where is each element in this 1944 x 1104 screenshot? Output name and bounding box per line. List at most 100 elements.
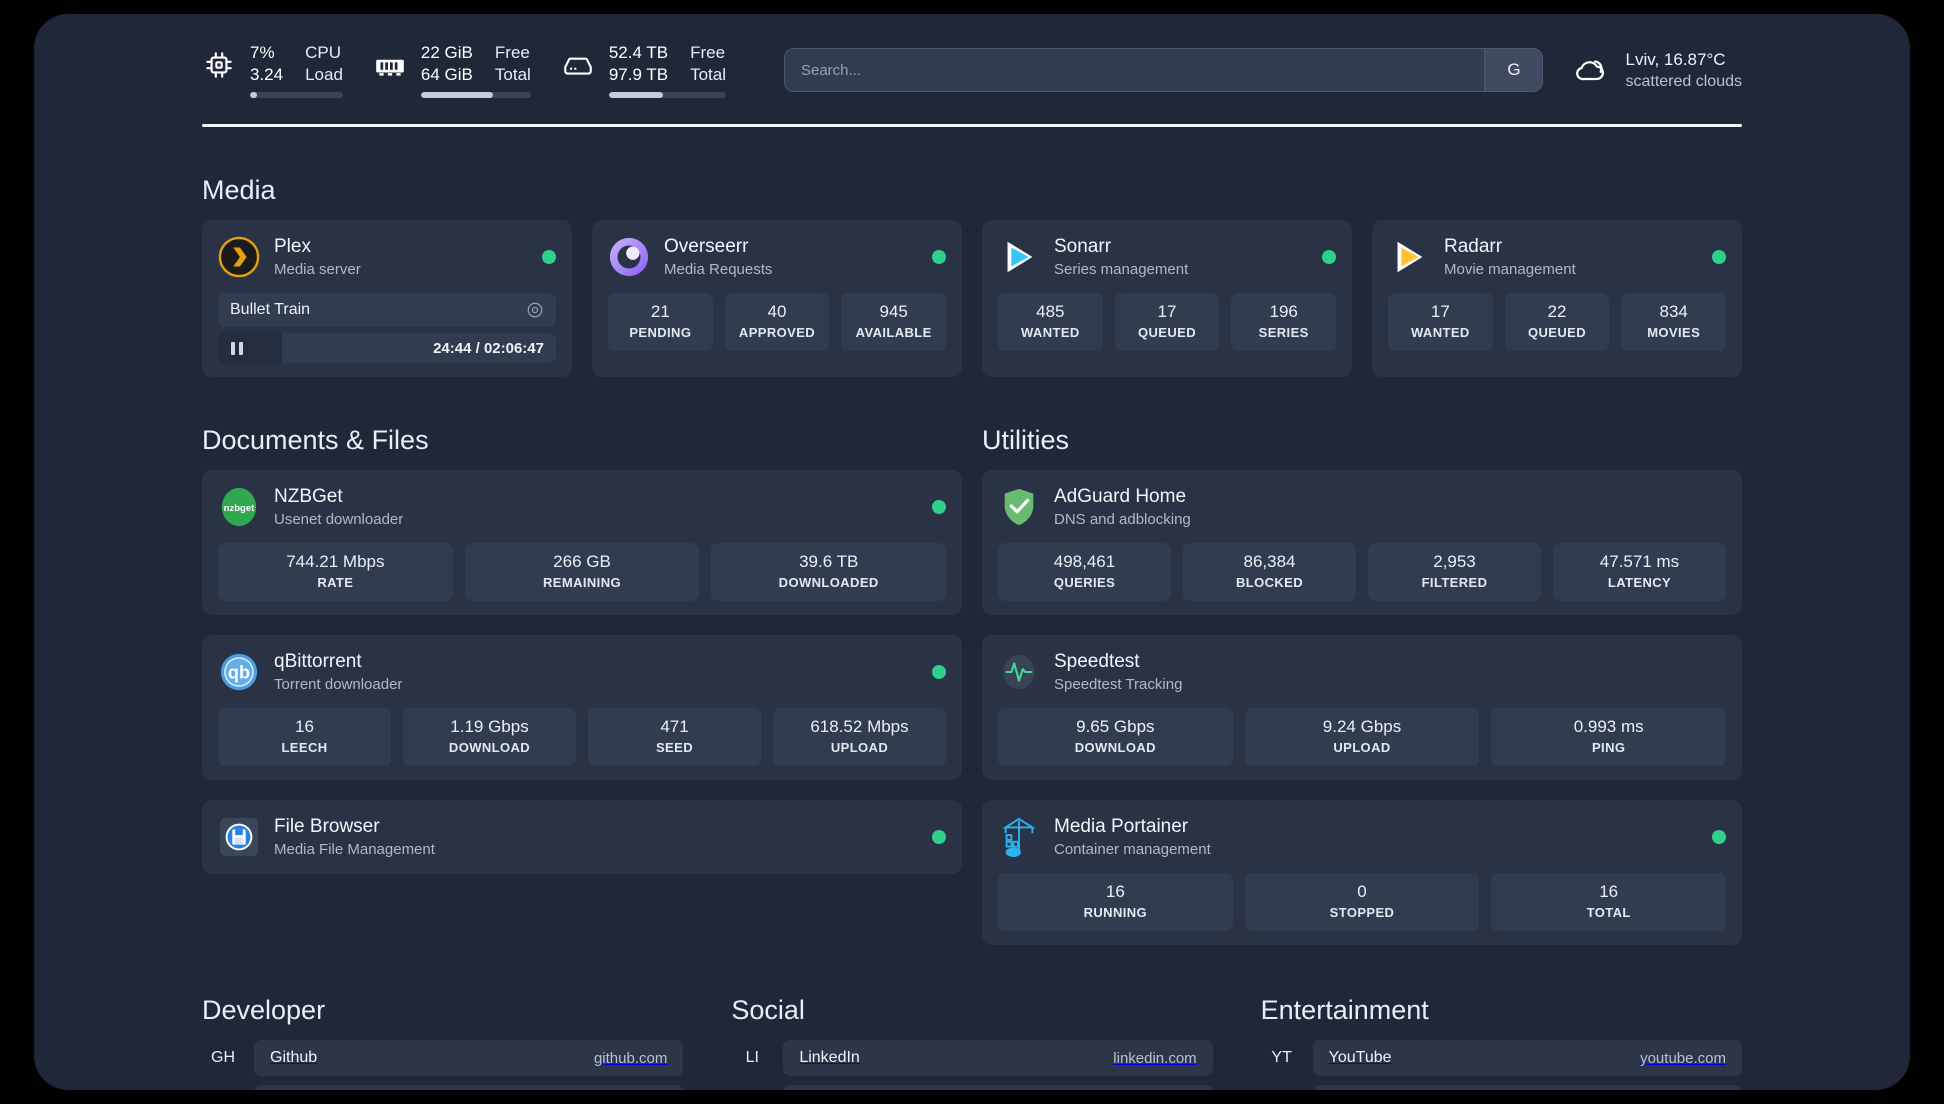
- bookmark-row[interactable]: LI LinkedIn linkedin.com: [731, 1040, 1213, 1076]
- speedtest-logo: [998, 651, 1040, 693]
- stat-key: QUEUED: [1137, 325, 1197, 340]
- stat-total[interactable]: 16 TOTAL: [1491, 873, 1727, 931]
- nzbget-logo: nzbget: [218, 486, 260, 528]
- stat-key: UPLOAD: [1333, 740, 1391, 755]
- stat-value: 744.21 Mbps: [286, 552, 385, 571]
- service-header: Media Portainer Container management: [998, 814, 1726, 860]
- stat-download[interactable]: 1.19 Gbps DOWNLOAD: [403, 708, 576, 766]
- stat-key: LATENCY: [1607, 575, 1672, 590]
- stat-key: UPLOAD: [830, 740, 889, 755]
- stat-value: 9.24 Gbps: [1322, 717, 1402, 736]
- bookmark-row[interactable]: YT YouTube youtube.com: [1261, 1040, 1742, 1076]
- stat-key: BLOCKED: [1235, 575, 1304, 590]
- bookmark-group-entertainment: Entertainment YT YouTube youtube.com NF …: [1261, 995, 1742, 1090]
- disk-icon: [561, 48, 595, 82]
- resource-label-secondary: Total: [690, 65, 726, 84]
- stat-running[interactable]: 16 RUNNING: [998, 873, 1233, 931]
- weather-widget[interactable]: Lviv, 16.87°C scattered clouds: [1571, 48, 1742, 92]
- stat-upload[interactable]: 618.52 Mbps UPLOAD: [773, 708, 946, 766]
- stat-download[interactable]: 9.65 Gbps DOWNLOAD: [998, 708, 1233, 766]
- bookmark-row[interactable]: TW Twitter twitter.com: [731, 1085, 1213, 1090]
- stat-value: 498,461: [1053, 552, 1116, 571]
- service-card-nzbget[interactable]: nzbget NZBGet Usenet downloader 744.21 M…: [202, 470, 962, 615]
- service-card-qbittorrent[interactable]: qb qBittorrent Torrent downloader 16 LEE…: [202, 635, 962, 780]
- stat-leech[interactable]: 16 LEECH: [218, 708, 391, 766]
- stat-value: 1.19 Gbps: [450, 717, 529, 736]
- search-engine-button[interactable]: G: [1484, 49, 1543, 91]
- bookmark-link[interactable]: YouTube youtube.com: [1312, 1040, 1742, 1076]
- stat-queued[interactable]: 17 QUEUED: [1114, 293, 1220, 351]
- bookmark-link[interactable]: LinkedIn linkedin.com: [783, 1040, 1213, 1076]
- stat-key: DOWNLOAD: [1074, 740, 1156, 755]
- service-card-radarr[interactable]: Radarr Movie management 17 WANTED 22 QUE…: [1372, 220, 1742, 377]
- service-card-speedtest[interactable]: Speedtest Speedtest Tracking 9.65 Gbps D…: [982, 635, 1742, 780]
- stat-key: APPROVED: [738, 325, 816, 340]
- stat-filtered[interactable]: 2,953 FILTERED: [1368, 543, 1541, 601]
- resource-usage-bar: [250, 92, 343, 98]
- bookmark-abbreviation: GH: [211, 1049, 235, 1066]
- bookmark-abbreviation: YT: [1271, 1049, 1292, 1066]
- service-header: Plex Media server: [218, 234, 556, 280]
- stat-upload[interactable]: 9.24 Gbps UPLOAD: [1244, 708, 1480, 766]
- stat-queued[interactable]: 22 QUEUED: [1504, 293, 1610, 351]
- service-card-plex[interactable]: Plex Media server Bullet Train 24:44 / 0…: [202, 220, 572, 377]
- stat-remaining[interactable]: 266 GB REMAINING: [464, 543, 700, 601]
- service-name: qBittorrent: [274, 651, 362, 672]
- stat-latency[interactable]: 47.571 ms LATENCY: [1553, 543, 1726, 601]
- stat-approved[interactable]: 40 APPROVED: [724, 293, 830, 351]
- bookmark-row[interactable]: NF Netflix netflix.com: [1261, 1085, 1742, 1090]
- bookmark-row[interactable]: GH Github github.com: [202, 1040, 684, 1076]
- stat-series[interactable]: 196 SERIES: [1231, 293, 1337, 351]
- search-box[interactable]: G: [783, 48, 1544, 92]
- resource-label-primary: Free: [494, 43, 530, 62]
- service-card-adguard-home[interactable]: AdGuard Home DNS and adblocking 498,461 …: [982, 470, 1742, 615]
- service-description: DNS and adblocking: [1054, 511, 1191, 528]
- service-header: Sonarr Series management: [998, 234, 1336, 280]
- stat-value: 40: [767, 302, 787, 321]
- stat-ping[interactable]: 0.993 ms PING: [1491, 708, 1727, 766]
- stat-rate[interactable]: 744.21 Mbps RATE: [218, 543, 453, 601]
- bookmark-link[interactable]: Twitter twitter.com: [783, 1085, 1213, 1090]
- stat-available[interactable]: 945 AVAILABLE: [841, 293, 947, 351]
- bookmark-group-title: Social: [731, 995, 805, 1025]
- bookmark-link[interactable]: StackOverflow stackoverflow.com: [254, 1085, 684, 1090]
- status-dot-online: [932, 830, 946, 844]
- service-card-sonarr[interactable]: Sonarr Series management 485 WANTED 17 Q…: [982, 220, 1352, 377]
- service-card-overseerr[interactable]: Overseerr Media Requests 21 PENDING 40 A…: [592, 220, 962, 377]
- service-stats: 9.65 Gbps DOWNLOAD 9.24 Gbps UPLOAD 0.99…: [998, 708, 1727, 766]
- stat-wanted[interactable]: 17 WANTED: [1388, 293, 1493, 351]
- now-playing-progress-row[interactable]: 24:44 / 02:06:47: [218, 333, 556, 363]
- service-name: Speedtest: [1054, 651, 1140, 672]
- stat-movies[interactable]: 834 MOVIES: [1621, 293, 1727, 351]
- weather-condition: scattered clouds: [1625, 73, 1742, 90]
- bookmark-url: youtube.com: [1640, 1049, 1726, 1067]
- stat-key: PENDING: [629, 325, 692, 340]
- service-card-media-portainer[interactable]: Media Portainer Container management 16 …: [982, 800, 1742, 945]
- bookmark-row[interactable]: SO StackOverflow stackoverflow.com: [202, 1085, 684, 1090]
- stat-queries[interactable]: 498,461 QUERIES: [998, 543, 1171, 601]
- stat-key: WANTED: [1410, 325, 1470, 340]
- stat-key: REMAINING: [543, 575, 621, 590]
- search-input[interactable]: [784, 49, 1485, 91]
- service-description: Media Requests: [664, 261, 773, 278]
- bookmark-group-social: Social LI LinkedIn linkedin.com TW Twitt…: [731, 995, 1213, 1090]
- stat-seed[interactable]: 471 SEED: [588, 708, 761, 766]
- resource-label-secondary: Load: [305, 65, 343, 84]
- stat-key: WANTED: [1020, 325, 1080, 340]
- service-header: AdGuard Home DNS and adblocking: [998, 484, 1726, 530]
- bookmark-link[interactable]: Netflix netflix.com: [1312, 1085, 1742, 1090]
- stat-key: STOPPED: [1329, 905, 1395, 920]
- stat-blocked[interactable]: 86,384 BLOCKED: [1183, 543, 1356, 601]
- bookmark-name: LinkedIn: [799, 1049, 860, 1066]
- stat-stopped[interactable]: 0 STOPPED: [1244, 873, 1480, 931]
- gear-icon[interactable]: [526, 301, 544, 319]
- bookmark-name: Github: [270, 1049, 318, 1066]
- stat-wanted[interactable]: 485 WANTED: [998, 293, 1103, 351]
- bookmark-link[interactable]: Github github.com: [254, 1040, 684, 1076]
- stat-pending[interactable]: 21 PENDING: [608, 293, 713, 351]
- resource-widgets: 7% 3.24 CPU Load 22 GiB 64 GiB: [202, 42, 756, 98]
- service-card-file-browser[interactable]: File Browser Media File Management: [202, 800, 962, 874]
- service-stats: 498,461 QUERIES 86,384 BLOCKED 2,953 FIL…: [998, 543, 1726, 601]
- stat-downloaded[interactable]: 39.6 TB DOWNLOADED: [711, 543, 947, 601]
- pause-icon[interactable]: [231, 341, 243, 355]
